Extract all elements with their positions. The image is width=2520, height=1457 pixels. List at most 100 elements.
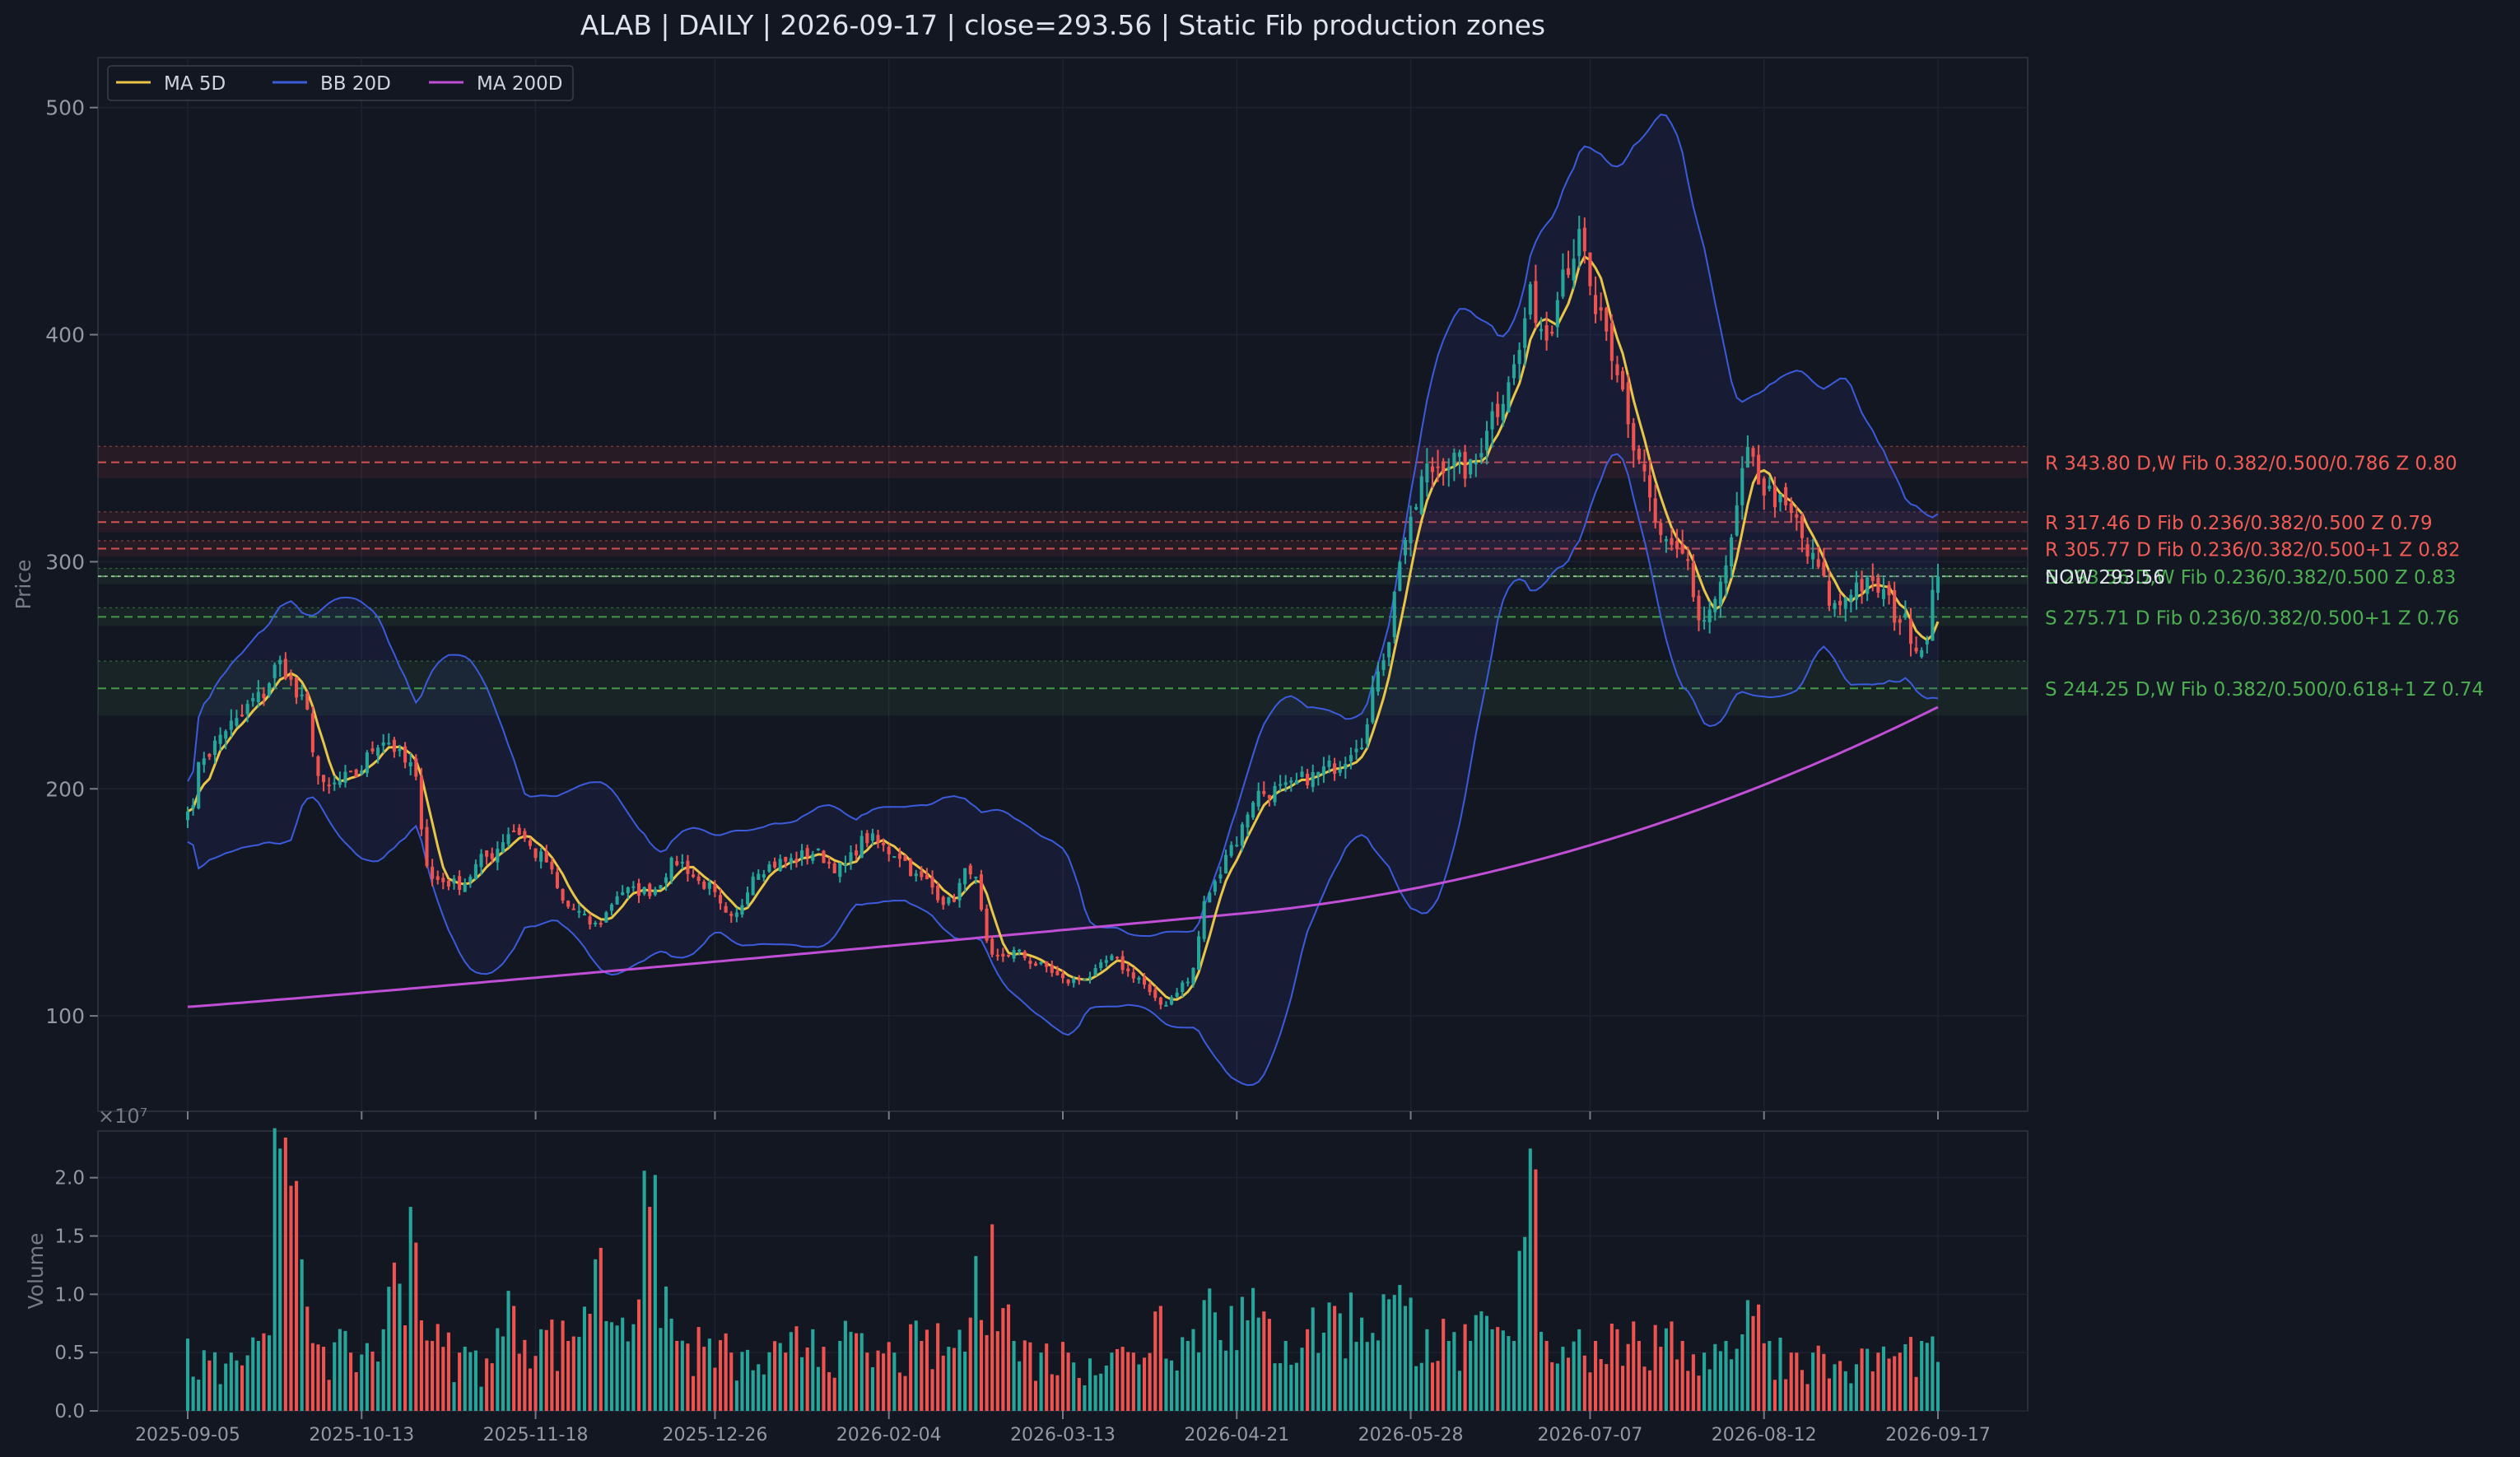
candle-body (1110, 955, 1114, 961)
volume-bar (582, 1306, 587, 1411)
volume-bar (1816, 1345, 1820, 1411)
volume-bar (870, 1366, 874, 1411)
candle-body (533, 848, 538, 859)
candle-body (1670, 538, 1674, 545)
volume-bar (1772, 1380, 1777, 1411)
volume-bar (1164, 1358, 1168, 1411)
volume-bar (1555, 1363, 1559, 1411)
volume-bar (794, 1326, 799, 1411)
volume-bar (675, 1341, 679, 1411)
candle-body (1789, 503, 1793, 514)
volume-bar (1083, 1385, 1087, 1411)
volume-bar (295, 1180, 299, 1411)
volume-bar (1523, 1236, 1527, 1411)
candle-body (1365, 724, 1369, 744)
legend-label: MA 200D (477, 73, 563, 95)
volume-bar (1507, 1336, 1511, 1411)
volume-bar (1517, 1250, 1521, 1411)
candle-body (1653, 498, 1657, 522)
volume-bar (1131, 1352, 1135, 1411)
volume-bar (718, 1340, 723, 1411)
candle-body (235, 718, 239, 726)
candle-body (1218, 874, 1223, 879)
volume-bar (1316, 1352, 1321, 1411)
candle-body (1327, 760, 1331, 767)
volume-bar (1115, 1348, 1120, 1411)
volume-bar (925, 1329, 929, 1411)
volume-bar (262, 1333, 266, 1411)
candle-body (1474, 462, 1478, 465)
volume-bar (1018, 1361, 1022, 1411)
candle-body (995, 954, 999, 957)
candle-body (338, 780, 342, 785)
candle-body (914, 873, 918, 877)
volume-bar (1185, 1341, 1190, 1411)
candle-body (1507, 382, 1511, 412)
candle-body (240, 715, 245, 717)
volume-bar (1213, 1312, 1217, 1411)
candle-body (1099, 962, 1103, 968)
volume-bar (1267, 1319, 1271, 1411)
candle-body (1805, 544, 1810, 557)
candle-body (941, 896, 945, 905)
candle-body (354, 769, 358, 777)
volume-bar (1561, 1347, 1565, 1411)
volume-axis: 0.0 0.5 1.0 1.5 2.0 (54, 1168, 98, 1422)
candle-body (1126, 968, 1130, 971)
candle-body (1083, 979, 1087, 981)
candle-body (947, 897, 951, 904)
volume-bar (1452, 1332, 1456, 1411)
zone-label: R 317.46 D Fib 0.236/0.382/0.500 Z 0.79 (2045, 513, 2433, 534)
volume-bar (1528, 1148, 1532, 1411)
candle-body (1403, 540, 1408, 556)
candle-body (555, 872, 560, 888)
candle-body (609, 904, 614, 911)
volume-bar (1137, 1364, 1141, 1411)
candle-body (207, 753, 212, 757)
candle-body (631, 886, 636, 888)
volume-bar (909, 1324, 913, 1411)
volume-bar (1033, 1380, 1038, 1411)
candle-body (1751, 448, 1755, 457)
bb-fill (188, 114, 1938, 1086)
candle-body (675, 860, 679, 866)
volume-bar (544, 1329, 548, 1411)
volume-bar (1430, 1362, 1435, 1411)
candle-body (1745, 447, 1749, 468)
candle-body (1344, 763, 1348, 770)
volume-bar (1208, 1288, 1212, 1411)
volume-bar (936, 1323, 940, 1411)
candle-body (1398, 561, 1402, 591)
candle-body (887, 846, 891, 854)
candle-body (659, 885, 663, 889)
candle-body (1191, 967, 1195, 984)
volume-tick-label: 1.0 (54, 1284, 85, 1306)
volume-bar (1653, 1324, 1657, 1411)
candle-body (1523, 318, 1527, 348)
volume-bar (338, 1329, 342, 1411)
candle-body (621, 892, 625, 896)
legend: MA 5D BB 20D MA 200D (107, 65, 574, 101)
volume-bar (1849, 1383, 1853, 1411)
candle-body (452, 878, 456, 884)
volume-bar (626, 1341, 630, 1411)
volume-bar (767, 1352, 771, 1411)
volume-bar (1735, 1348, 1739, 1411)
volume-bar (517, 1353, 521, 1411)
candle-body (278, 659, 282, 664)
volume-bar (805, 1347, 809, 1411)
volume-bar (229, 1352, 233, 1411)
candle-body (566, 901, 571, 907)
candle-body (1469, 459, 1473, 475)
volume-bar (267, 1335, 272, 1411)
volume-bar (1670, 1321, 1674, 1411)
candle-body (594, 922, 598, 924)
volume-bar (452, 1382, 456, 1411)
volume-bar (811, 1329, 815, 1411)
candle-body (789, 858, 793, 863)
volume-bar (533, 1356, 538, 1411)
candle-body (1484, 431, 1489, 450)
volume-bar (696, 1327, 701, 1411)
volume-bar (1626, 1343, 1630, 1411)
candle-body (224, 731, 228, 739)
